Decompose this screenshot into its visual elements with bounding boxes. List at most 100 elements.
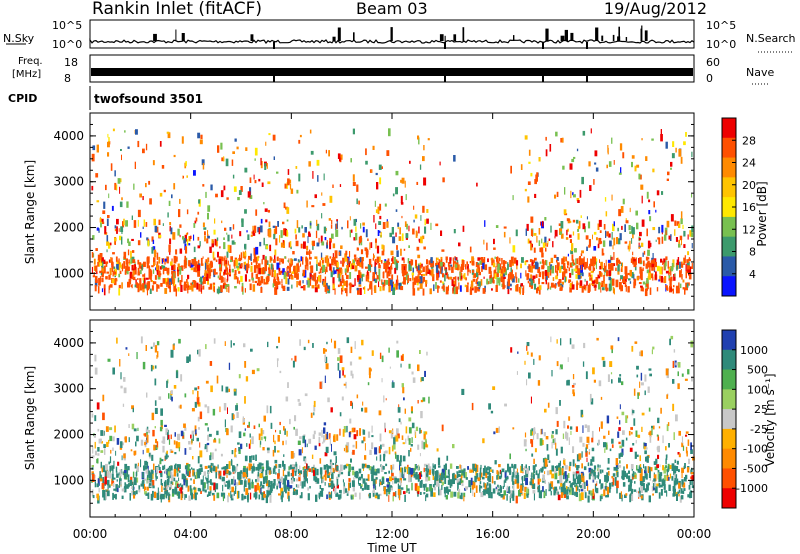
heatmap-cell bbox=[193, 267, 196, 272]
heatmap-cell bbox=[399, 455, 402, 463]
heatmap-cell bbox=[459, 478, 462, 484]
heatmap-cell bbox=[310, 412, 313, 418]
heatmap-cell bbox=[388, 446, 391, 455]
heatmap-cell bbox=[273, 479, 276, 486]
heatmap-cell bbox=[121, 197, 123, 201]
heatmap-cell bbox=[145, 183, 147, 188]
heatmap-cell bbox=[137, 278, 139, 280]
heatmap-cell bbox=[133, 183, 135, 190]
heatmap-cell bbox=[533, 469, 535, 474]
heatmap-cell bbox=[487, 258, 489, 263]
heatmap-cell bbox=[604, 197, 607, 202]
heatmap-cell bbox=[128, 279, 132, 285]
heatmap-cell bbox=[166, 489, 169, 496]
heatmap-cell bbox=[412, 259, 414, 265]
heatmap-cell bbox=[616, 416, 619, 419]
heatmap-cell bbox=[497, 484, 499, 488]
heatmap-cell bbox=[547, 288, 549, 291]
heatmap-cell bbox=[137, 209, 141, 218]
heatmap-cell bbox=[190, 267, 194, 271]
heatmap-cell bbox=[511, 475, 514, 482]
heatmap-cell bbox=[431, 262, 434, 266]
nsky-line bbox=[89, 38, 695, 44]
heatmap-cell bbox=[615, 458, 618, 466]
heatmap-cell bbox=[133, 265, 135, 269]
heatmap-cell bbox=[335, 229, 339, 237]
heatmap-cell bbox=[562, 482, 565, 489]
heatmap-cell bbox=[123, 218, 125, 226]
heatmap-cell bbox=[389, 476, 392, 482]
heatmap-cell bbox=[410, 447, 412, 452]
heatmap-cell bbox=[236, 464, 238, 472]
colorbar-tick-label: 28 bbox=[742, 134, 756, 147]
heatmap-cell bbox=[391, 382, 395, 388]
heatmap-cell bbox=[157, 271, 160, 276]
heatmap-cell bbox=[458, 481, 461, 485]
heatmap-cell bbox=[630, 493, 634, 501]
heatmap-cell bbox=[206, 264, 209, 271]
heatmap-cell bbox=[640, 272, 643, 281]
heatmap-cell bbox=[356, 184, 359, 192]
heatmap-cell bbox=[320, 252, 323, 259]
heatmap-cell bbox=[639, 464, 642, 468]
heatmap-cell bbox=[483, 482, 485, 488]
heatmap-cell bbox=[556, 270, 559, 276]
heatmap-cell bbox=[510, 165, 512, 174]
heatmap-cell bbox=[163, 258, 165, 262]
heatmap-cell bbox=[349, 287, 352, 294]
colorbar-tick-label: 16 bbox=[742, 201, 756, 214]
heatmap-cell bbox=[283, 426, 285, 431]
heatmap-cell bbox=[99, 438, 102, 443]
heatmap-cell bbox=[488, 493, 491, 499]
heatmap-cell bbox=[618, 441, 621, 445]
heatmap-cell bbox=[125, 474, 127, 477]
heatmap-cell bbox=[196, 492, 198, 495]
heatmap-cell bbox=[530, 172, 533, 177]
heatmap-cell bbox=[564, 471, 567, 479]
heatmap-cell bbox=[397, 407, 401, 413]
heatmap-cell bbox=[613, 221, 615, 227]
heatmap-cell bbox=[436, 470, 439, 478]
heatmap-cell bbox=[309, 261, 311, 265]
heatmap-cell bbox=[143, 219, 146, 227]
heatmap-cell bbox=[469, 246, 472, 253]
heatmap-cell bbox=[672, 141, 675, 147]
heatmap-cell bbox=[190, 262, 193, 268]
heatmap-cell bbox=[535, 464, 537, 467]
heatmap-cell bbox=[232, 174, 235, 179]
heatmap-cell bbox=[170, 227, 173, 235]
heatmap-cell bbox=[509, 470, 512, 475]
heatmap-cell bbox=[273, 228, 276, 235]
heatmap-cell bbox=[288, 466, 290, 471]
heatmap-cell bbox=[153, 463, 155, 471]
heatmap-cell bbox=[599, 479, 601, 484]
heatmap-cell bbox=[375, 477, 378, 480]
heatmap-cell bbox=[373, 277, 376, 282]
heatmap-cell bbox=[367, 474, 370, 482]
heatmap-cell bbox=[224, 419, 226, 428]
heatmap-cell bbox=[323, 435, 325, 443]
heatmap-cell bbox=[116, 337, 118, 344]
heatmap-cell bbox=[314, 445, 317, 450]
heatmap-cell bbox=[121, 488, 125, 492]
heatmap-cell bbox=[577, 226, 580, 230]
heatmap-cell bbox=[231, 256, 233, 260]
heatmap-cell bbox=[546, 243, 549, 247]
heatmap-cell bbox=[430, 263, 433, 268]
heatmap-cell bbox=[467, 269, 469, 276]
heatmap-cell bbox=[180, 374, 183, 382]
heatmap-cell bbox=[209, 283, 213, 290]
heatmap-cell bbox=[318, 271, 320, 274]
heatmap-cell bbox=[408, 427, 412, 434]
heatmap-cell bbox=[120, 226, 124, 232]
heatmap-cell bbox=[271, 269, 274, 278]
heatmap-cell bbox=[283, 454, 285, 457]
heatmap-cell bbox=[631, 161, 633, 168]
heatmap-cell bbox=[104, 476, 107, 485]
heatmap-cell bbox=[329, 241, 332, 250]
heatmap-cell bbox=[325, 363, 329, 370]
heatmap-cell bbox=[150, 364, 153, 372]
heatmap-cell bbox=[411, 437, 413, 444]
heatmap-cell bbox=[621, 448, 624, 456]
nave-tick-bottom: 0 bbox=[706, 72, 713, 85]
